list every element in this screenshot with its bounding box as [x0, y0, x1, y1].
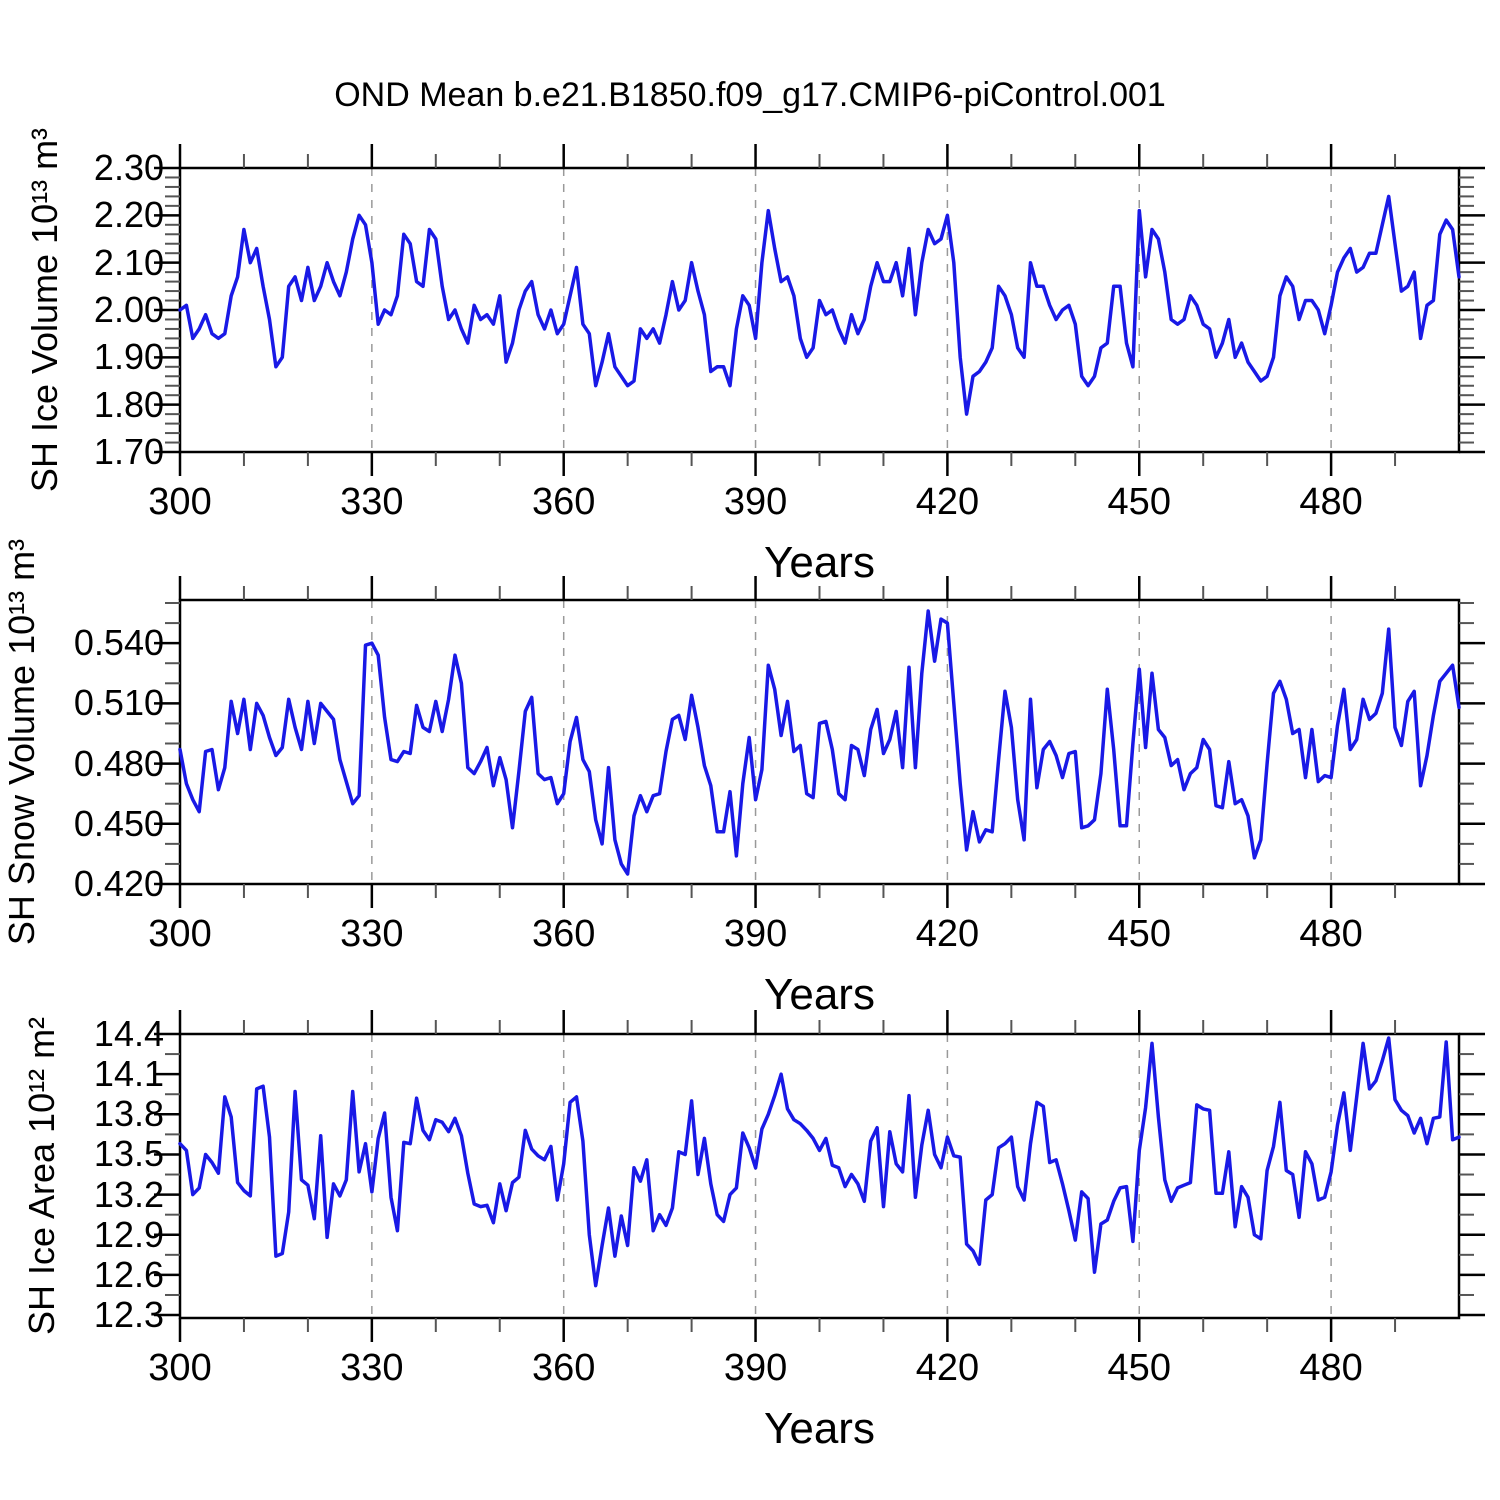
x-tick-label: 420: [915, 913, 980, 955]
x-axis-title-years-3: Years: [764, 1404, 875, 1453]
x-tick-label: 330: [340, 1347, 404, 1389]
x-tick-label: 360: [531, 1347, 596, 1389]
y-tick-label: 0.420: [73, 863, 164, 904]
x-tick-label: 360: [531, 913, 596, 955]
x-tick-label: 330: [340, 481, 404, 523]
y-tick-label: 13.8: [93, 1093, 164, 1135]
y-tick-label: 2.00: [93, 289, 164, 330]
y-tick-label: 0.540: [73, 622, 164, 664]
y-tick-label: 12.6: [93, 1253, 164, 1295]
x-tick-label: 480: [1299, 913, 1363, 955]
y-tick-label: 0.510: [73, 682, 164, 724]
x-tick-label: 390: [723, 1347, 788, 1389]
y-tick-label: 2.30: [93, 147, 164, 188]
y-tick-label: 12.9: [93, 1213, 164, 1255]
y-tick-label: 0.450: [73, 802, 164, 844]
data-line-sh-ice-area: [178, 1036, 1461, 1288]
data-line-sh-ice-volume: [178, 194, 1461, 416]
chart-title: OND Mean b.e21.B1850.f09_g17.CMIP6-piCon…: [334, 76, 1166, 114]
x-tick-label: 360: [531, 481, 596, 523]
data-line-sh-snow-volume: [178, 609, 1461, 876]
x-tick-label: 300: [148, 481, 212, 523]
x-tick-label: 390: [723, 913, 788, 955]
y-tick-label: 1.90: [93, 336, 164, 378]
y-tick-label: 13.5: [93, 1133, 164, 1175]
x-tick-label: 300: [148, 1347, 212, 1389]
x-tick-label: 330: [340, 913, 404, 955]
x-tick-label: 420: [915, 1347, 980, 1389]
x-tick-label: 480: [1299, 481, 1363, 523]
y-tick-label: 0.480: [73, 742, 164, 784]
x-tick-label: 420: [915, 481, 980, 523]
x-tick-label: 300: [148, 913, 212, 955]
y-tick-label: 14.1: [93, 1053, 164, 1095]
x-tick-label: 450: [1107, 913, 1171, 955]
x-tick-label: 390: [723, 481, 788, 523]
x-axis-title-years-1: Years: [764, 538, 875, 587]
y-tick-label: 2.10: [93, 241, 164, 283]
y-tick-label: 13.2: [93, 1173, 164, 1215]
y-tick-label: 12.3: [93, 1294, 164, 1336]
x-axis-title-years-2: Years: [764, 970, 875, 1019]
y-tick-label: 14.4: [93, 1013, 164, 1054]
x-tick-label: 450: [1107, 481, 1171, 523]
x-tick-label: 450: [1107, 1347, 1171, 1389]
y-tick-label: 1.80: [93, 383, 164, 425]
y-tick-label: 2.20: [93, 194, 164, 236]
y-tick-label: 1.70: [93, 431, 164, 472]
x-tick-label: 480: [1299, 1347, 1363, 1389]
